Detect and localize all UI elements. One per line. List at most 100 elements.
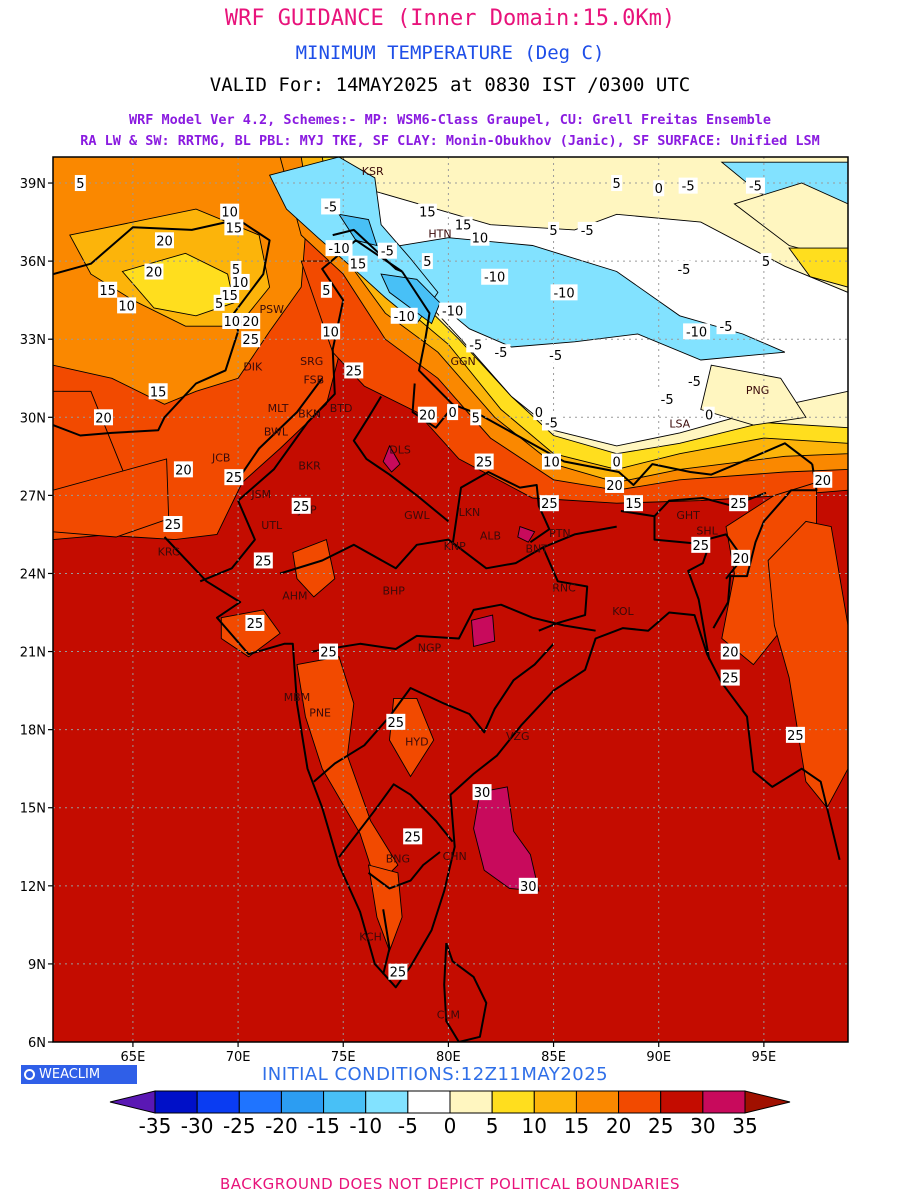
state-line-9 bbox=[538, 546, 589, 632]
city-label: CHN bbox=[443, 850, 467, 863]
contour-label-bg bbox=[474, 453, 494, 470]
contour-label: -10 bbox=[484, 271, 505, 286]
contour-label: 0 bbox=[705, 409, 713, 424]
contour-label-bg bbox=[320, 281, 332, 298]
field-30-plus-andhra bbox=[473, 786, 540, 892]
lon-tick-label: 95E bbox=[751, 1050, 776, 1065]
contour-label-bg bbox=[657, 391, 677, 408]
city-label: BNG bbox=[386, 852, 410, 865]
map-subtitle: MINIMUM TEMPERATURE (Deg C) bbox=[295, 42, 605, 64]
contour-label: -5 bbox=[661, 393, 674, 408]
contour-label-bg bbox=[439, 302, 467, 319]
contour-label-bg bbox=[533, 404, 545, 421]
contour-label: 15 bbox=[419, 206, 436, 221]
contour-label-bg bbox=[386, 713, 406, 730]
lat-tick-label: 12N bbox=[20, 880, 46, 895]
lat-tick-label: 39N bbox=[20, 177, 46, 192]
contour-label: 25 bbox=[541, 497, 558, 512]
contour-label: 15 bbox=[350, 258, 367, 273]
contour-label-bg bbox=[154, 232, 174, 249]
contour-label: 10 bbox=[223, 315, 240, 330]
contour-label-bg bbox=[623, 495, 643, 512]
contour-label-bg bbox=[716, 318, 736, 335]
model-info-line-2: RA LW & SW: RRTMG, BL PBL: MYJ TKE, SF C… bbox=[80, 133, 820, 149]
contour-label-bg bbox=[74, 175, 86, 192]
city-label: JSM bbox=[250, 488, 271, 501]
contour-label-bg bbox=[291, 497, 311, 514]
contour-label: -5 bbox=[494, 346, 507, 361]
city-label: KCH bbox=[359, 930, 382, 943]
contour-label: 25 bbox=[476, 456, 493, 471]
contour-label: -5 bbox=[677, 263, 690, 278]
contour-label: 25 bbox=[730, 497, 747, 512]
contour-label-bg bbox=[653, 180, 665, 197]
contour-label: 15 bbox=[455, 219, 472, 234]
contour-label-bg bbox=[241, 331, 261, 348]
contour-label-bg bbox=[491, 344, 511, 361]
footer-disclaimer: BACKGROUND DOES NOT DEPICT POLITICAL BOU… bbox=[220, 1175, 680, 1193]
initial-conditions: INITIAL CONDITIONS:12Z11MAY2025 bbox=[262, 1064, 609, 1085]
contour-label-bg bbox=[785, 726, 805, 743]
contour-label-bg bbox=[720, 669, 740, 686]
field-20-25-aravalli bbox=[292, 538, 336, 598]
coastline-sri-lanka bbox=[443, 942, 488, 1042]
contour-label-bg bbox=[745, 177, 765, 194]
contour-label: 20 bbox=[606, 479, 623, 494]
contour-label: 30 bbox=[474, 786, 491, 801]
lat-tick-label: 9N bbox=[28, 958, 46, 973]
contour-label: 10 bbox=[472, 232, 489, 247]
contour-label-bg bbox=[117, 297, 137, 314]
state-line-11 bbox=[235, 377, 324, 483]
coastline-india bbox=[163, 536, 841, 989]
field-0-5-east bbox=[700, 364, 807, 426]
border-india-pakistan bbox=[199, 239, 403, 583]
contour-label-bg bbox=[541, 453, 561, 470]
city-label: RNC bbox=[552, 582, 576, 595]
lon-tick-label: 70E bbox=[226, 1050, 251, 1065]
contour-label: -5 bbox=[469, 338, 482, 353]
contour-label: -5 bbox=[381, 245, 394, 260]
contour-label-bg bbox=[403, 828, 423, 845]
contour-label-bg bbox=[611, 175, 623, 192]
contour-label-bg bbox=[213, 294, 225, 311]
contour-label: 20 bbox=[146, 266, 163, 281]
contour-label-bg bbox=[93, 409, 113, 426]
contour-label-bg bbox=[344, 362, 364, 379]
contour-label: 20 bbox=[722, 646, 739, 661]
lat-tick-label: 18N bbox=[20, 724, 46, 739]
contour-label: 25 bbox=[404, 830, 421, 845]
contour-label: 5 bbox=[762, 255, 770, 270]
lat-tick-label: 27N bbox=[20, 489, 46, 504]
contour-label-bg bbox=[148, 383, 168, 400]
contour-label: 15 bbox=[150, 385, 167, 400]
weaclim-logo-text: WEACLIM bbox=[39, 1067, 101, 1082]
contour-label-bg bbox=[577, 221, 597, 238]
contour-label-bg bbox=[684, 372, 704, 389]
contour-label-bg bbox=[470, 409, 482, 426]
contour-label-bg bbox=[605, 476, 625, 493]
contour-label-bg bbox=[691, 536, 711, 553]
city-label: BKN bbox=[298, 407, 321, 420]
contour-label: -5 bbox=[324, 200, 337, 215]
field-20-25-myanmar bbox=[767, 520, 848, 809]
contour-label-bg bbox=[417, 203, 437, 220]
field-20-25-balochistan-south bbox=[53, 458, 170, 538]
contour-label: -10 bbox=[686, 325, 707, 340]
contour-label: 30 bbox=[520, 880, 537, 895]
map-frame bbox=[52, 156, 849, 1043]
contour-label: 25 bbox=[293, 500, 310, 515]
state-line-8 bbox=[352, 395, 450, 523]
contour-label-bg bbox=[348, 255, 368, 272]
city-label: MLT bbox=[268, 402, 289, 415]
lon-tick-label: 85E bbox=[541, 1050, 566, 1065]
field-20-25-kathiawar bbox=[220, 609, 281, 658]
contour-label: 5 bbox=[423, 255, 431, 270]
contour-label: -5 bbox=[581, 224, 594, 239]
state-line-13 bbox=[696, 533, 744, 580]
contour-label-bg bbox=[230, 273, 250, 290]
city-label: GGN bbox=[450, 355, 475, 368]
contour-label-bg bbox=[220, 203, 240, 220]
border-bangladesh bbox=[620, 510, 711, 660]
field-30-plus-mp bbox=[471, 614, 496, 647]
